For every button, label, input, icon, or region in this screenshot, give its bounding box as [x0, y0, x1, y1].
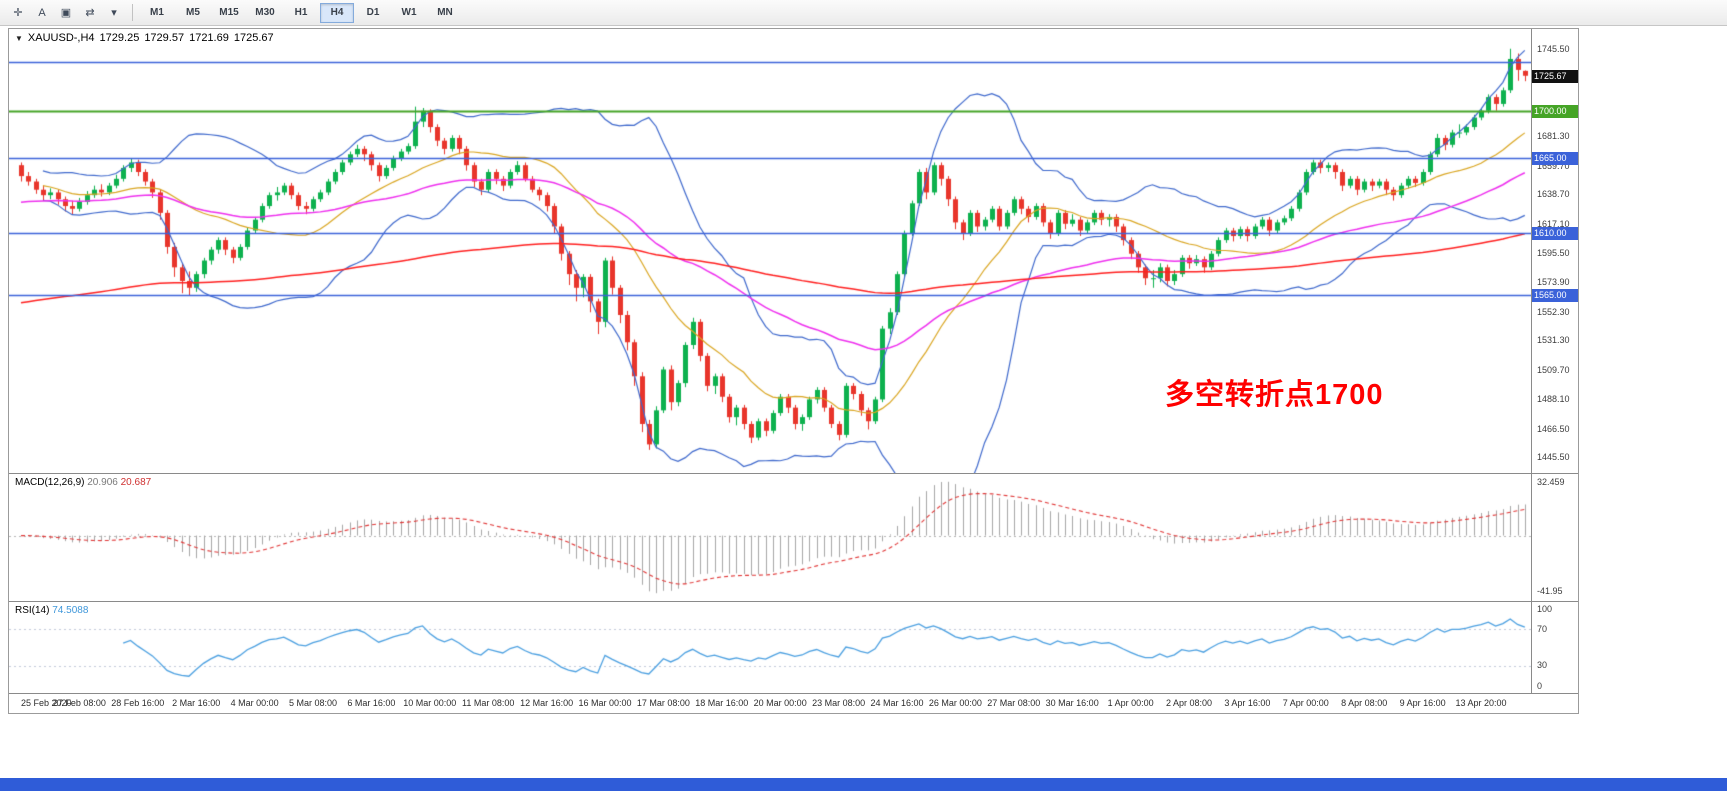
timeframe-button-m1[interactable]: M1 [150, 6, 164, 18]
price-axis-label: 1617.10 [1537, 218, 1570, 229]
time-axis-label: 7 Apr 00:00 [1282, 698, 1329, 708]
price-tag-1700.00: 1700.00 [1532, 104, 1578, 118]
time-axis-label: 5 Mar 08:00 [288, 698, 338, 708]
rsi-name: RSI(14) [15, 605, 50, 616]
macd-axis-min: -41.95 [1537, 586, 1563, 596]
price-axis-label: 1681.30 [1537, 131, 1570, 142]
time-axis-label: 11 Mar 08:00 [462, 698, 515, 708]
time-axis-label: 23 Mar 08:00 [812, 698, 866, 708]
price-tag-1725.67: 1725.67 [1532, 69, 1578, 83]
time-axis-label: 10 Mar 00:00 [403, 698, 457, 708]
price-axis-label: 1466.50 [1537, 423, 1570, 434]
rsi-axis-70: 70 [1537, 624, 1548, 634]
timeframe-button-w1[interactable]: W1 [401, 6, 417, 18]
rsi-label: RSI(14) 74.5088 [15, 605, 88, 616]
rsi-axis-100: 100 [1537, 604, 1553, 614]
timeframe-button-mn[interactable]: MN [437, 6, 453, 18]
price-tag-1665.00: 1665.00 [1532, 152, 1578, 166]
time-axis-label: 16 Mar 00:00 [578, 698, 632, 708]
ohlc-high: 1729.57 [144, 32, 185, 44]
price-axis-label: 1638.70 [1537, 189, 1570, 200]
crosshair-icon[interactable]: ✛ [13, 7, 23, 19]
chart-title: ▼ XAUUSD-,H4 1729.25 1729.57 1721.69 1725.67 [15, 32, 279, 44]
ohlc-close: 1725.67 [233, 32, 274, 44]
time-axis-label: 8 Apr 08:00 [1341, 698, 1388, 708]
timeframe-button-m5[interactable]: M5 [186, 6, 200, 18]
time-axis-label: 2 Mar 16:00 [172, 698, 221, 708]
timeframe-toolbar: M1 M5 M15 M30 H1 H4 D1 W1 MN [139, 2, 463, 23]
price-axis-label: 1531.30 [1537, 335, 1570, 346]
price-axis-label: 1573.90 [1537, 277, 1570, 288]
dropdown-caret-icon[interactable]: ▾ [111, 7, 117, 19]
annotation-text: 多空转折点1700 [1165, 379, 1384, 411]
timeframe-button-m30[interactable]: M30 [255, 6, 275, 18]
price-tag-1565.00: 1565.00 [1532, 288, 1578, 302]
objects-list-icon[interactable]: ▣ [60, 7, 72, 19]
rsi-axis-30: 30 [1537, 660, 1548, 670]
price-axis-label: 1659.70 [1537, 160, 1570, 171]
time-axis-label: 4 Mar 00:00 [230, 698, 279, 708]
bottom-taskbar [0, 778, 1727, 791]
time-axis[interactable]: 25 Feb 2020 27 Feb 08:00 28 Feb 16:00 2 Mar… [9, 694, 1531, 713]
timeframe-button-h4[interactable]: H4 [320, 2, 354, 23]
macd-main-value: 20.906 [87, 477, 118, 488]
timeframe-button-h1[interactable]: H1 [294, 6, 308, 18]
price-chart-canvas[interactable] [9, 29, 1531, 473]
toolbar: ✛ A ▣ ⇄ ▾ M1 M5 M15 M30 H1 H4 D1 W1 MN [0, 0, 1727, 26]
time-axis-label: 13 Apr 20:00 [1455, 698, 1507, 708]
cycle-timeframes-icon[interactable]: ⇄ [85, 7, 95, 19]
time-axis-label: 2 Apr 08:00 [1165, 698, 1213, 708]
rsi-canvas[interactable] [9, 602, 1531, 693]
panel-divider [9, 601, 1578, 602]
timeframe-button-d1[interactable]: D1 [366, 6, 380, 18]
time-axis-label: 25 Feb 2020 [21, 698, 72, 708]
time-axis-label: 6 Mar 16:00 [347, 698, 396, 708]
time-axis-label: 12 Mar 16:00 [520, 698, 574, 708]
time-axis-label: 26 Mar 00:00 [928, 698, 982, 708]
panel-divider [9, 473, 1578, 474]
time-axis-label: 17 Mar 08:00 [636, 698, 690, 708]
toolbar-separator [132, 4, 133, 21]
axis-separator [1531, 29, 1532, 694]
ohlc-low: 1721.69 [189, 32, 229, 44]
time-axis-label: 1 Apr 00:00 [1107, 698, 1154, 708]
price-axis-label: 1445.50 [1537, 452, 1570, 463]
price-axis-label: 1488.10 [1537, 394, 1570, 405]
ohlc-open: 1729.25 [99, 32, 140, 44]
price-axis-label: 1745.50 [1537, 43, 1570, 54]
toolbar-icons: ✛ A ▣ ⇄ ▾ [6, 2, 126, 23]
chart-window: ▼ XAUUSD-,H4 1729.25 1729.57 1721.69 1725.67 … [8, 28, 1579, 714]
time-axis-label: 20 Mar 00:00 [753, 698, 807, 708]
text-tool-icon[interactable]: A [38, 6, 46, 19]
time-axis-label: 3 Apr 16:00 [1224, 698, 1271, 708]
price-tag-1610.00: 1610.00 [1532, 227, 1578, 241]
time-axis-label: 24 Mar 16:00 [870, 698, 924, 708]
price-axis-label: 1552.30 [1537, 306, 1570, 317]
time-axis-label: 30 Mar 16:00 [1045, 698, 1099, 708]
rsi-value: 74.5088 [52, 605, 89, 616]
macd-name: MACD(12,26,9) [15, 477, 85, 488]
price-axis-label: 1509.70 [1537, 364, 1570, 375]
time-axis-label: 28 Feb 16:00 [111, 698, 165, 708]
timeframe-button-m15[interactable]: M15 [219, 6, 239, 18]
time-axis-label: 27 Mar 08:00 [987, 698, 1041, 708]
price-axis-label: 1595.50 [1537, 248, 1570, 259]
symbol-dropdown-icon[interactable]: ▼ [15, 34, 23, 43]
rsi-axis-0: 0 [1537, 681, 1543, 691]
time-axis-label: 18 Mar 16:00 [695, 698, 749, 708]
time-axis-label: 27 Feb 08:00 [52, 698, 106, 708]
panel-divider [9, 693, 1578, 694]
macd-canvas[interactable] [9, 474, 1531, 601]
macd-label: MACD(12,26,9) 20.906 20.687 [15, 477, 151, 488]
macd-signal-value: 20.687 [120, 477, 152, 488]
chart-symbol-period: XAUUSD-,H4 [27, 32, 95, 44]
time-axis-label: 9 Apr 16:00 [1399, 698, 1446, 708]
macd-axis-max: 32.459 [1537, 477, 1565, 487]
